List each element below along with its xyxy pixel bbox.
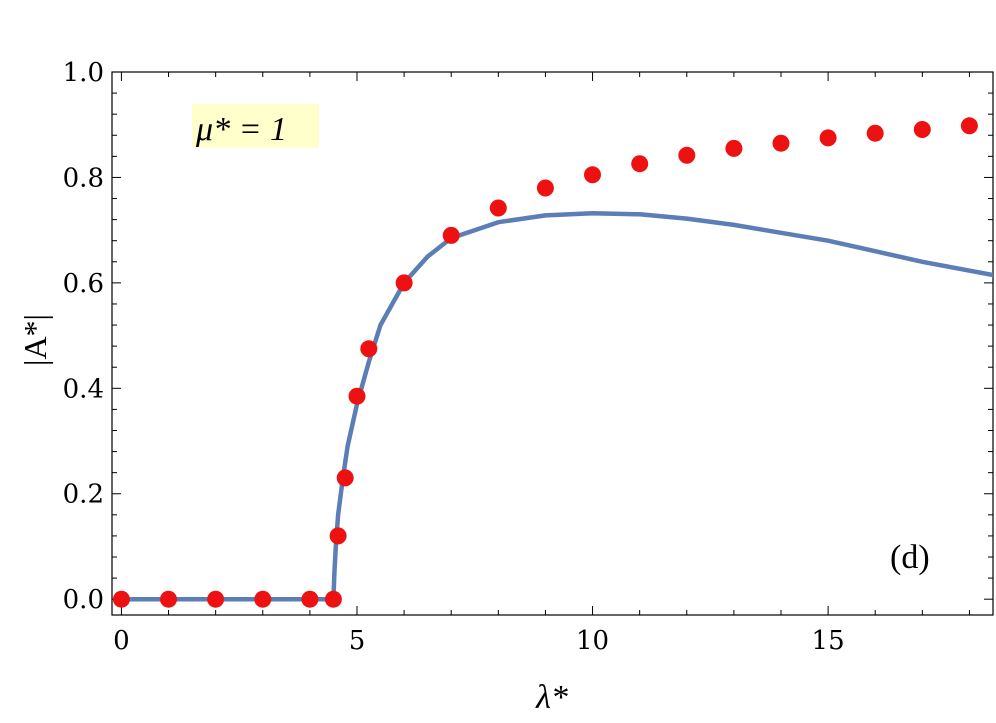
x-tick-label: 10 bbox=[576, 626, 609, 656]
x-tick-label: 15 bbox=[812, 626, 845, 656]
data-point bbox=[819, 129, 837, 147]
y-tick-label: 0.6 bbox=[63, 269, 104, 299]
data-point bbox=[725, 139, 743, 157]
data-point bbox=[584, 166, 601, 184]
data-point bbox=[324, 590, 342, 608]
data-point bbox=[112, 590, 130, 608]
x-tick-label: 5 bbox=[349, 626, 366, 656]
data-point bbox=[329, 527, 347, 545]
annotation-mu: μ* = 1 bbox=[195, 111, 287, 148]
y-tick-label: 0.8 bbox=[63, 163, 104, 193]
plot-frame bbox=[111, 71, 994, 616]
data-point bbox=[348, 387, 366, 405]
data-point bbox=[301, 590, 319, 608]
annotation-panel-label: (d) bbox=[890, 539, 930, 576]
series-line bbox=[119, 211, 993, 602]
data-point bbox=[160, 590, 177, 608]
y-tick-label: 0.4 bbox=[63, 374, 104, 404]
data-point bbox=[336, 469, 354, 487]
data-point bbox=[960, 117, 978, 135]
x-tick-label: 0 bbox=[113, 626, 130, 656]
x-axis-label: λ* bbox=[535, 679, 568, 716]
data-point bbox=[631, 155, 649, 173]
annotation-mu-background bbox=[192, 104, 319, 148]
y-tick-label: 0.0 bbox=[63, 585, 104, 615]
data-point bbox=[772, 134, 790, 152]
y-axis-label: |A*| bbox=[17, 314, 53, 366]
data-point bbox=[207, 590, 225, 608]
plot-border bbox=[111, 71, 994, 616]
annotation-mu-box: μ* = 1 bbox=[192, 104, 319, 148]
data-point bbox=[866, 124, 884, 142]
data-point bbox=[913, 121, 931, 138]
ticks: 0 5 10 15 0.0 0.2 0.4 0.6 0.8 1.0 bbox=[63, 58, 993, 656]
data-point bbox=[254, 590, 272, 608]
series-layer bbox=[112, 117, 993, 608]
data-point bbox=[442, 226, 460, 244]
data-point bbox=[678, 146, 696, 164]
y-tick-label: 1.0 bbox=[63, 58, 104, 88]
data-point bbox=[395, 274, 413, 292]
data-point bbox=[360, 340, 378, 358]
data-point bbox=[489, 199, 507, 217]
data-point bbox=[536, 179, 554, 197]
y-tick-label: 0.2 bbox=[63, 480, 104, 510]
